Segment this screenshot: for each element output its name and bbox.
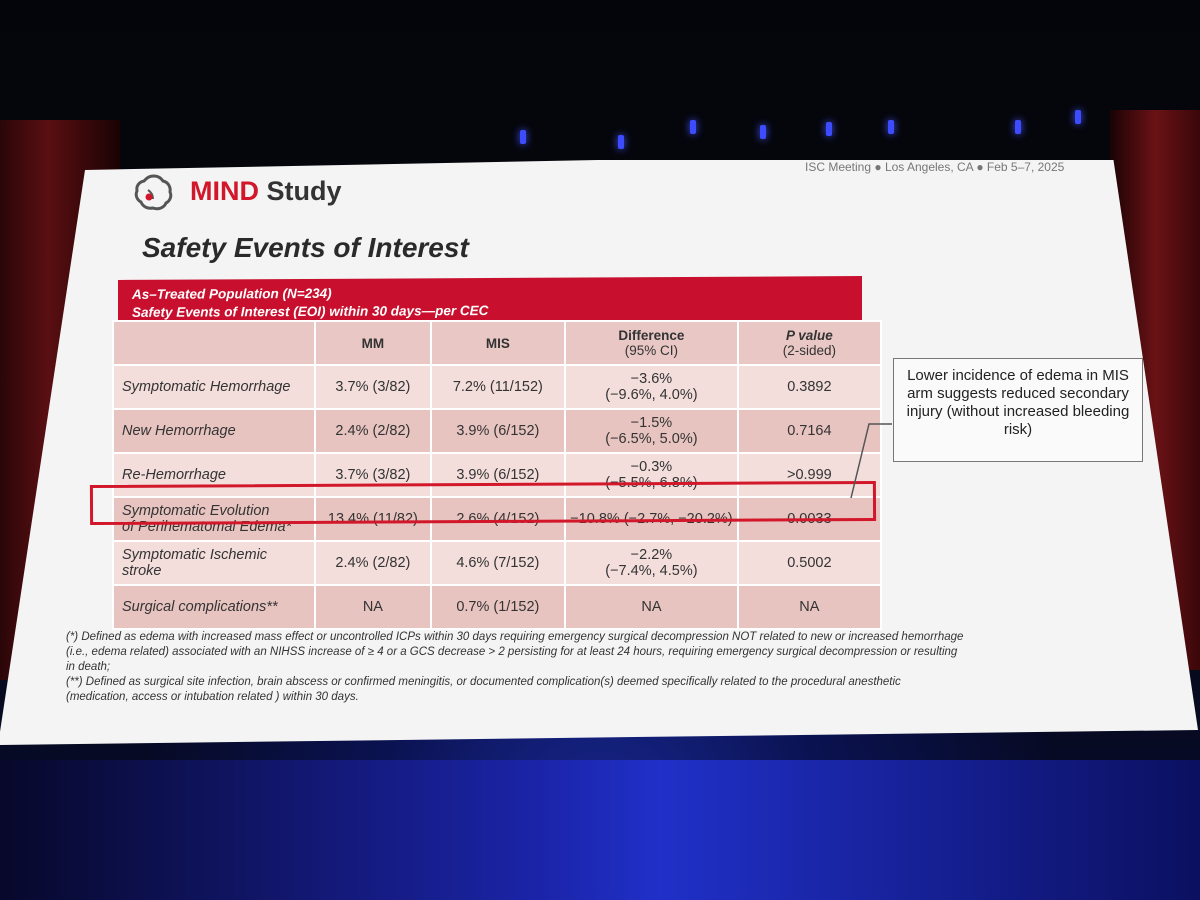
stage-light: [520, 130, 526, 144]
p-value-cell: >0.999: [736, 452, 883, 498]
p-value-cell: 0.5002: [736, 540, 883, 586]
stage-light: [690, 120, 696, 134]
table-header-row: MM MIS Difference (95% CI) P value (2-si…: [111, 320, 883, 366]
mis-header: MIS: [429, 320, 567, 366]
event-line: Symptomatic Evolution: [122, 503, 270, 519]
event-cell: Surgical complications**: [111, 584, 317, 630]
event-cell: Symptomatic Ischemic stroke: [111, 540, 317, 586]
event-line: of Perihematomal Edema*: [122, 519, 292, 535]
footnote-2: (**) Defined as surgical site infection,…: [66, 676, 901, 703]
table-banner: As–Treated Population (N=234) Safety Eve…: [118, 276, 862, 324]
difference-cell: −1.5% (−6.5%, 5.0%): [564, 408, 739, 454]
mm-cell: NA: [314, 584, 432, 630]
stage-floor: [0, 760, 1200, 900]
p-value-header: P value (2-sided): [736, 320, 883, 366]
difference-value: −3.6%: [630, 371, 673, 387]
eoi-label: Safety Events of Interest (EOI) within 3…: [132, 303, 489, 320]
stage-light: [618, 135, 624, 149]
ci-value: (−6.5%, 5.0%): [605, 431, 698, 447]
difference-value: −2.2%: [630, 547, 673, 563]
difference-label: Difference: [618, 328, 685, 343]
study-name: MIND: [190, 176, 259, 206]
mis-cell: 3.9% (6/152): [429, 408, 567, 454]
footnotes: (*) Defined as edema with increased mass…: [66, 630, 966, 705]
event-cell: New Hemorrhage: [111, 408, 317, 454]
mm-cell: 2.4% (2/82): [314, 408, 432, 454]
difference-cell: −2.2% (−7.4%, 4.5%): [564, 540, 739, 586]
stage-light: [760, 125, 766, 139]
difference-cell: −3.6% (−9.6%, 4.0%): [564, 364, 739, 410]
p-value-cell: 0.3892: [736, 364, 883, 410]
ci-value: (−5.5%, 6.8%): [605, 475, 698, 491]
p-value-cell: 0.0033: [736, 496, 883, 542]
ci-value: (−7.4%, 4.5%): [605, 563, 698, 579]
brain-logo-icon: [134, 174, 173, 211]
ci-label: (95% CI): [624, 343, 679, 358]
study-suffix: Study: [266, 176, 342, 206]
difference-value: −0.3%: [630, 459, 673, 475]
event-cell: Symptomatic Evolution of Perihematomal Ed…: [111, 496, 317, 542]
stage-light: [888, 120, 894, 134]
mm-cell: 3.7% (3/82): [314, 452, 432, 498]
mis-cell: 3.9% (6/152): [429, 452, 567, 498]
difference-header: Difference (95% CI): [564, 320, 739, 366]
table-row: Surgical complications** NA 0.7% (1/152)…: [111, 584, 883, 630]
stage-light: [826, 122, 832, 136]
callout-box: Lower incidence of edema in MIS arm sugg…: [893, 358, 1143, 462]
mis-cell: 4.6% (7/152): [429, 540, 567, 586]
difference-cell: −10.8% (−2.7%, −20.2%): [564, 496, 739, 542]
table-row-highlighted: Symptomatic Evolution of Perihematomal Ed…: [111, 496, 883, 542]
stage-light: [1075, 110, 1081, 124]
table-row: Re-Hemorrhage 3.7% (3/82) 3.9% (6/152) −…: [111, 452, 883, 498]
mm-cell: 3.7% (3/82): [314, 364, 432, 410]
table-row: New Hemorrhage 2.4% (2/82) 3.9% (6/152) …: [111, 408, 883, 454]
difference-cell: NA: [564, 584, 739, 630]
ci-value: (−9.6%, 4.0%): [605, 387, 698, 403]
table-row: Symptomatic Hemorrhage 3.7% (3/82) 7.2% …: [111, 364, 883, 410]
mis-cell: 0.7% (1/152): [429, 584, 567, 630]
slide-title: Safety Events of Interest: [142, 232, 469, 263]
event-header: [111, 320, 317, 366]
mis-cell: 2.6% (4/152): [429, 496, 567, 542]
table-row: Symptomatic Ischemic stroke 2.4% (2/82) …: [111, 540, 883, 586]
mis-cell: 7.2% (11/152): [429, 364, 567, 410]
event-cell: Symptomatic Hemorrhage: [111, 364, 317, 410]
conference-info: ISC Meeting ● Los Angeles, CA ● Feb 5–7,…: [805, 160, 1065, 174]
stage-light: [1015, 120, 1021, 134]
sided-label: (2-sided): [782, 343, 836, 358]
mm-cell: 2.4% (2/82): [314, 540, 432, 586]
p-value-label: P value: [785, 328, 833, 343]
p-value-cell: NA: [736, 584, 883, 630]
safety-table: MM MIS Difference (95% CI) P value (2-si…: [111, 320, 883, 630]
mm-cell: 13.4% (11/82): [314, 496, 432, 542]
difference-value: −1.5%: [630, 415, 673, 431]
footnote-1: (*) Defined as edema with increased mass…: [66, 631, 964, 673]
p-value-cell: 0.7164: [736, 408, 883, 454]
difference-cell: −0.3% (−5.5%, 6.8%): [564, 452, 739, 498]
event-cell: Re-Hemorrhage: [111, 452, 317, 498]
study-title: MIND Study: [190, 176, 342, 207]
callout-pointer-line: [850, 423, 892, 499]
mm-header: MM: [314, 320, 432, 366]
